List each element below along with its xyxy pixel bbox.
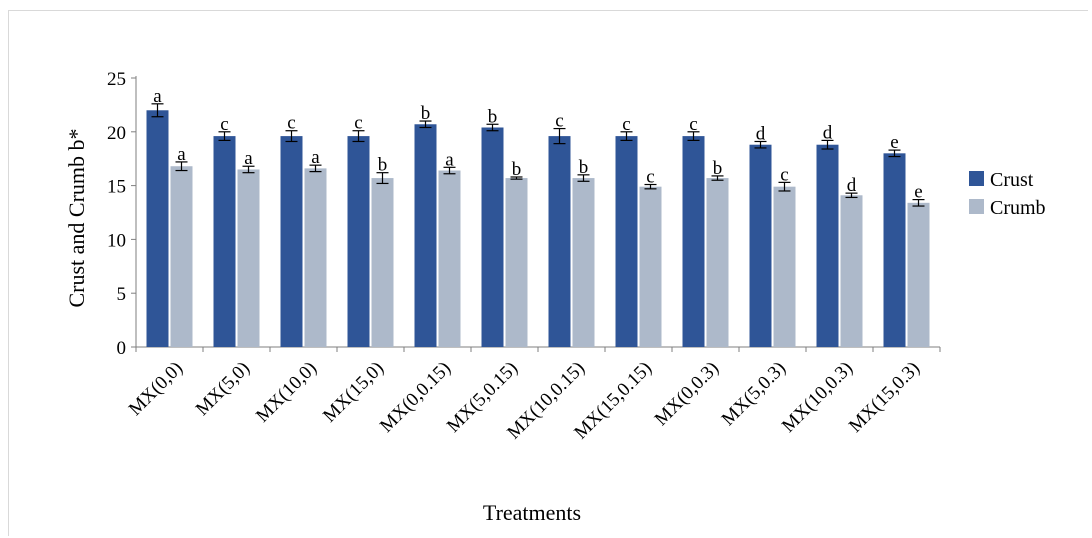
- x-tick-label: MX(10,0): [252, 358, 321, 427]
- x-axis-label: Treatments: [483, 500, 581, 525]
- y-axis-label: Crust and Crumb b*: [64, 128, 89, 307]
- bar-crumb: [773, 186, 796, 347]
- x-tick-label: MX(5,0.3): [718, 358, 790, 430]
- bar-crumb: [907, 202, 930, 347]
- x-tick-label: MX(0,0.15): [376, 358, 455, 437]
- bar-crumb: [237, 169, 260, 347]
- y-tick-label: 15: [107, 177, 126, 198]
- significance-letter: b: [579, 157, 589, 178]
- y-tick-label: 0: [117, 338, 127, 359]
- figure-frame: [8, 10, 1088, 536]
- significance-letter: c: [354, 113, 362, 134]
- bar-crust: [146, 110, 169, 347]
- legend-label-crumb: Crumb: [990, 197, 1046, 219]
- significance-letter: d: [756, 123, 766, 144]
- significance-letter: c: [220, 114, 228, 135]
- significance-letter: c: [287, 113, 295, 134]
- significance-letter: c: [646, 167, 654, 188]
- significance-letter: e: [914, 182, 922, 203]
- significance-letter: c: [780, 164, 788, 185]
- significance-letter: b: [713, 158, 723, 179]
- significance-letter: d: [823, 122, 833, 143]
- bar-crumb: [438, 170, 461, 347]
- bar-crumb: [505, 178, 528, 347]
- significance-letter: e: [890, 132, 898, 153]
- significance-letter: c: [555, 111, 563, 132]
- significance-letter: a: [311, 147, 320, 168]
- bar-crumb: [840, 195, 863, 347]
- bar-crumb: [706, 178, 729, 347]
- bar-crust: [213, 136, 236, 347]
- significance-letter: d: [847, 175, 857, 196]
- significance-letter: c: [622, 114, 630, 135]
- legend-label-crust: Crust: [990, 169, 1034, 191]
- y-tick-label: 20: [107, 123, 126, 144]
- significance-letter: b: [488, 106, 498, 127]
- significance-letter: b: [378, 155, 388, 176]
- legend-swatch-crumb: [969, 199, 984, 214]
- significance-letter: b: [421, 103, 431, 124]
- bar-crust: [548, 136, 571, 347]
- bar-crust: [347, 136, 370, 347]
- bar-crust: [481, 127, 504, 347]
- x-tick-label: MX(15,0.3): [845, 358, 924, 437]
- significance-letter: a: [244, 148, 253, 169]
- legend-swatch-crust: [969, 171, 984, 186]
- x-tick-label: MX(15,0): [319, 358, 388, 427]
- bar-crust: [816, 144, 839, 347]
- significance-letter: a: [153, 86, 162, 107]
- legend: Crust Crumb: [969, 169, 1046, 219]
- bar-crust: [615, 136, 638, 347]
- x-tick-label: MX(5,0): [192, 358, 254, 420]
- bar-crust: [749, 144, 772, 347]
- bar-crust: [682, 136, 705, 347]
- bar-crust: [883, 153, 906, 347]
- significance-letter: a: [445, 149, 454, 170]
- x-tick-label: MX(10,0.3): [778, 358, 857, 437]
- significance-letter: b: [512, 159, 522, 180]
- y-tick-label: 25: [107, 69, 126, 90]
- bar-crumb: [304, 168, 327, 347]
- significance-letter: a: [177, 144, 186, 165]
- plot-area: 0510152025aaMX(0,0)caMX(5,0)caMX(10,0)cb…: [107, 69, 941, 443]
- significance-letter: c: [689, 114, 697, 135]
- x-tick-label: MX(0,0): [125, 358, 187, 420]
- bar-crumb: [639, 186, 662, 347]
- x-tick-label: MX(0,0.3): [651, 358, 723, 430]
- bar-crust: [280, 136, 303, 347]
- bar-crumb: [371, 178, 394, 347]
- bar-crumb: [572, 178, 595, 347]
- y-tick-label: 5: [117, 284, 127, 305]
- y-tick-label: 10: [107, 230, 126, 251]
- bar-crumb: [170, 166, 193, 347]
- bar-crust: [414, 124, 437, 347]
